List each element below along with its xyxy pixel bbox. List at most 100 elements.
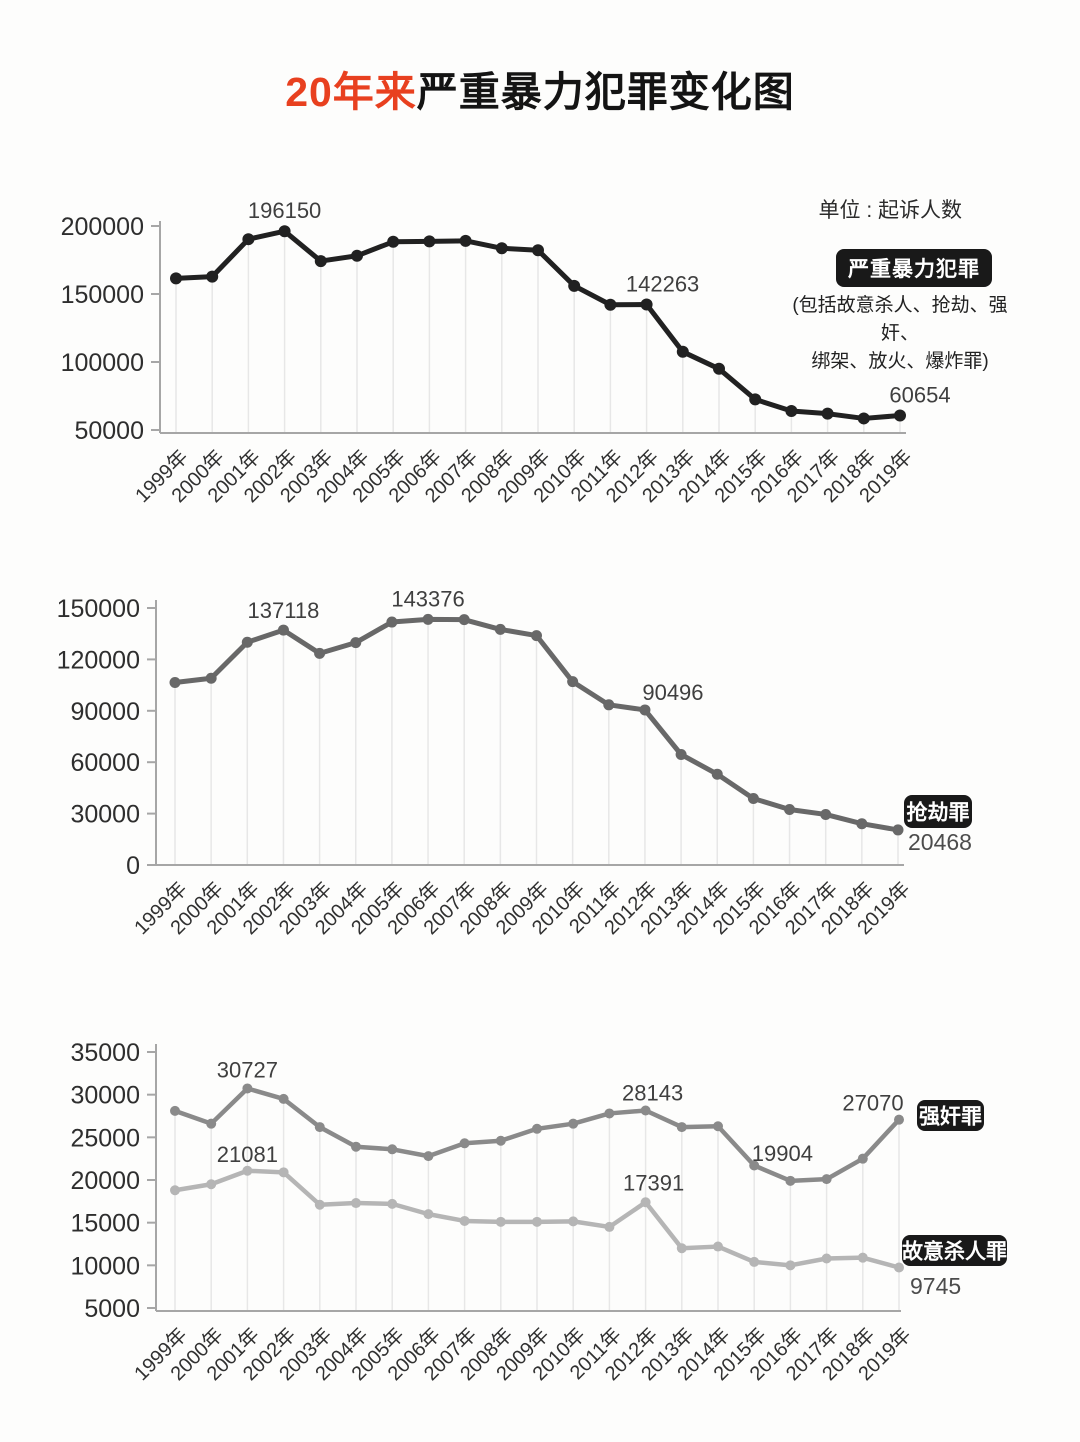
data-point: [206, 270, 219, 283]
data-point: [713, 1121, 723, 1132]
series-badge-label: 故意杀人罪: [902, 1240, 1007, 1264]
data-point: [170, 1105, 180, 1116]
data-point: [242, 233, 255, 246]
y-tick-label: 100000: [61, 349, 144, 377]
data-point: [351, 1141, 361, 1152]
y-tick-label: 30000: [70, 801, 140, 829]
data-label: 21081: [217, 1142, 278, 1167]
data-point: [495, 1135, 506, 1146]
series-badge-label: 强奸罪: [919, 1106, 982, 1129]
data-point: [894, 1262, 904, 1273]
data-label: 60654: [889, 383, 950, 408]
data-point: [350, 637, 362, 649]
legend-subtitle-line2: 绑架、放火、爆炸罪): [811, 351, 989, 372]
data-point: [749, 1256, 760, 1267]
data-point: [604, 1108, 615, 1119]
data-point: [170, 1185, 180, 1196]
data-point: [640, 298, 653, 311]
data-point: [568, 1216, 579, 1227]
y-tick-label: 25000: [70, 1124, 140, 1152]
data-label: 27070: [842, 1091, 903, 1116]
data-point: [675, 748, 687, 760]
title-rest: 严重暴力犯罪变化图: [416, 69, 795, 115]
data-point: [314, 1199, 325, 1210]
data-point: [459, 234, 472, 247]
y-tick-label: 5000: [84, 1295, 140, 1323]
data-point: [387, 1198, 398, 1209]
data-point: [494, 623, 506, 635]
data-point: [892, 824, 904, 836]
data-point: [205, 672, 217, 684]
data-point: [423, 235, 436, 248]
data-point: [351, 1198, 361, 1209]
data-point: [821, 1174, 832, 1185]
data-point: [387, 235, 400, 248]
series-end-value: 9745: [910, 1273, 961, 1299]
data-point: [206, 1179, 217, 1190]
data-point: [532, 1216, 542, 1227]
data-point: [749, 1160, 760, 1171]
data-point: [747, 793, 759, 805]
data-point: [495, 1216, 506, 1227]
data-label: 143376: [391, 586, 464, 611]
data-point: [820, 808, 832, 820]
data-label: 17391: [623, 1170, 684, 1195]
series-badge: [917, 1100, 984, 1131]
data-point: [785, 1260, 796, 1271]
y-tick-label: 200000: [61, 213, 144, 241]
data-point: [422, 613, 434, 625]
y-tick-label: 90000: [70, 698, 140, 726]
data-point: [676, 345, 689, 358]
data-point: [603, 699, 615, 711]
data-point: [241, 636, 253, 648]
legend-subtitle-line1: (包括故意杀人、抢劫、强奸、: [792, 295, 1008, 344]
data-point: [386, 616, 398, 628]
data-point: [314, 255, 327, 268]
data-point: [532, 1123, 542, 1134]
y-tick-label: 0: [126, 852, 140, 880]
data-point: [278, 1093, 289, 1104]
data-point: [278, 1167, 289, 1178]
y-tick-label: 60000: [70, 749, 140, 777]
data-point: [857, 1252, 868, 1263]
data-point: [894, 1114, 904, 1125]
data-point: [242, 1165, 253, 1176]
y-tick-label: 35000: [70, 1039, 140, 1067]
data-point: [314, 647, 326, 659]
data-point: [423, 1151, 434, 1162]
data-point: [170, 272, 182, 285]
y-tick-label: 150000: [57, 595, 140, 623]
data-point: [604, 298, 617, 311]
data-point: [713, 362, 725, 375]
data-point: [169, 677, 181, 689]
y-tick-label: 10000: [70, 1252, 140, 1280]
data-label: 142263: [626, 272, 699, 297]
data-point: [423, 1209, 434, 1220]
series-end-value: 20468: [908, 829, 972, 855]
data-label: 196150: [248, 198, 321, 223]
data-point: [749, 393, 762, 406]
data-point: [640, 1105, 651, 1116]
data-point: [351, 249, 363, 262]
data-point: [894, 409, 906, 422]
data-point: [568, 1118, 579, 1129]
data-label: 28143: [622, 1081, 683, 1106]
data-point: [277, 624, 289, 636]
data-point: [459, 1215, 470, 1226]
title-highlight: 20年来: [285, 69, 417, 115]
data-point: [784, 803, 796, 815]
series-badge: [904, 795, 972, 828]
data-point: [640, 1197, 651, 1208]
y-tick-label: 20000: [70, 1167, 140, 1195]
data-point: [856, 818, 868, 830]
data-point: [206, 1118, 217, 1129]
y-tick-label: 120000: [57, 646, 140, 674]
data-point: [713, 1241, 723, 1252]
legend-subtitle: (包括故意杀人、抢劫、强奸、 绑架、放火、爆炸罪): [778, 292, 1022, 376]
y-tick-label: 15000: [70, 1210, 140, 1238]
page-title: 20年来严重暴力犯罪变化图: [0, 58, 1080, 118]
data-point: [532, 244, 544, 257]
data-point: [785, 404, 798, 417]
